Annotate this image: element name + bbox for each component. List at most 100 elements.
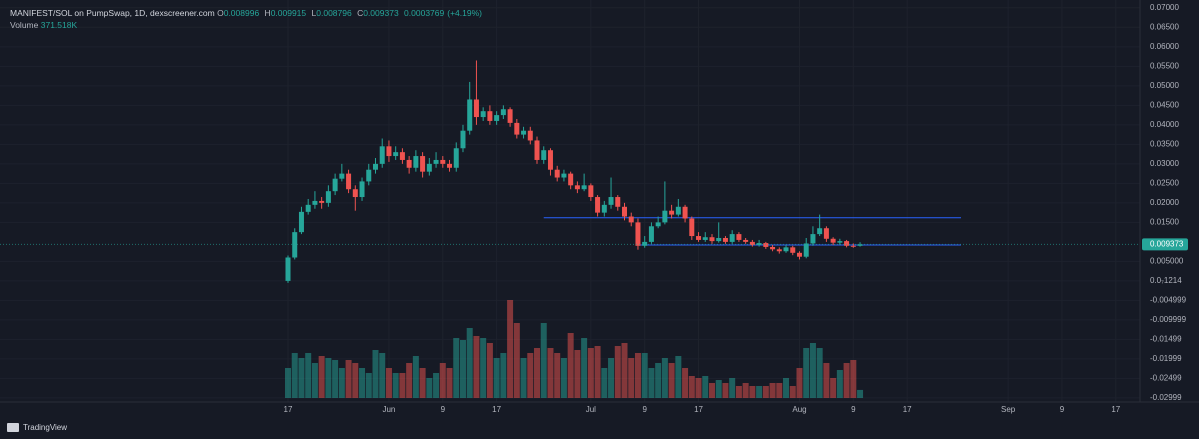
y-tick-label: -0.009999 bbox=[1150, 315, 1187, 324]
x-tick-label: Jun bbox=[382, 405, 395, 414]
candle-body bbox=[783, 247, 789, 252]
candle-body bbox=[312, 200, 318, 205]
candle-body bbox=[729, 234, 735, 242]
y-tick-label: 0.06000 bbox=[1150, 42, 1179, 51]
volume-bar bbox=[769, 383, 776, 398]
y-tick-label: 0.005000 bbox=[1150, 257, 1184, 266]
candle-body bbox=[379, 146, 385, 164]
candle-body bbox=[648, 226, 654, 242]
ohlc-value: 0.009373 bbox=[363, 8, 399, 18]
volume-bar bbox=[796, 368, 803, 398]
candle-body bbox=[298, 211, 304, 233]
x-tick-label: 9 bbox=[851, 405, 856, 414]
candle-body bbox=[857, 244, 863, 246]
candle-body bbox=[494, 115, 500, 121]
candle-body bbox=[574, 185, 580, 190]
candle-body bbox=[372, 163, 378, 170]
candle-body bbox=[521, 130, 527, 135]
volume-bar bbox=[527, 353, 534, 398]
y-tick-label: 0.03000 bbox=[1150, 159, 1179, 168]
candle-body bbox=[507, 109, 513, 123]
last-price-box bbox=[1142, 238, 1188, 251]
volume-bar bbox=[783, 378, 790, 398]
volume-bar bbox=[735, 386, 742, 398]
candle-body bbox=[460, 130, 466, 149]
volume-bar bbox=[581, 338, 588, 398]
candle-body bbox=[568, 173, 574, 186]
volume-bar bbox=[520, 358, 527, 398]
candle-body bbox=[830, 238, 836, 243]
volume-bar bbox=[843, 363, 850, 398]
brand: TradingView bbox=[7, 423, 67, 432]
ohlc: O0.008996 H0.009915 L0.008796 C0.009373 bbox=[217, 8, 402, 18]
volume-bar bbox=[587, 348, 594, 398]
volume-bar bbox=[365, 373, 372, 398]
candle-body bbox=[817, 228, 823, 235]
candle-body bbox=[622, 206, 627, 217]
volume-bar bbox=[634, 353, 641, 398]
x-tick-label: 17 bbox=[492, 405, 501, 414]
volume-bar bbox=[762, 386, 769, 398]
candle-body bbox=[662, 210, 668, 223]
candle-body bbox=[534, 140, 540, 160]
ohlc-value: 0.008796 bbox=[316, 8, 352, 18]
candle-body bbox=[359, 181, 365, 198]
candle-body bbox=[561, 173, 567, 178]
volume-bar bbox=[285, 368, 291, 398]
candle-body bbox=[285, 257, 291, 281]
volume-bar bbox=[338, 368, 345, 398]
volume-bar bbox=[830, 378, 837, 398]
candle-body bbox=[682, 206, 688, 219]
volume-bar bbox=[325, 358, 332, 398]
candle-body bbox=[736, 234, 742, 240]
candle-body bbox=[352, 189, 358, 198]
y-tick-label: -0.01999 bbox=[1150, 354, 1182, 363]
candle-body bbox=[467, 99, 473, 131]
candle-body bbox=[689, 218, 695, 237]
volume-bar bbox=[419, 368, 426, 398]
y-tick-label: 0.02000 bbox=[1150, 198, 1179, 207]
candle-body bbox=[433, 159, 439, 164]
x-tick-label: 9 bbox=[642, 405, 647, 414]
volume-value: 371.518K bbox=[40, 20, 78, 30]
volume-bar bbox=[682, 368, 689, 398]
volume-bar bbox=[601, 368, 608, 398]
volume-bar bbox=[480, 338, 487, 398]
volume-bar bbox=[668, 363, 675, 398]
candle-body bbox=[722, 237, 728, 242]
y-tick-label: 0.0₇1214 bbox=[1150, 276, 1182, 285]
candle-body bbox=[487, 111, 493, 121]
volume-bar bbox=[708, 383, 715, 398]
volume-bar bbox=[318, 356, 325, 398]
candle-body bbox=[346, 173, 352, 190]
candle-body bbox=[480, 111, 486, 118]
volume-bar bbox=[789, 386, 796, 398]
legend-row: MANIFEST/SOL on PumpSwap, 1D, dexscreene… bbox=[10, 7, 485, 19]
volume-bar bbox=[857, 389, 864, 398]
volume-row: Volume 371.518K bbox=[10, 19, 485, 31]
ohlc-key: H bbox=[264, 8, 271, 18]
ohlc-key: O bbox=[217, 8, 224, 18]
candle-body bbox=[332, 178, 338, 192]
candle-body bbox=[803, 243, 809, 257]
x-tick-label: 17 bbox=[1111, 405, 1120, 414]
y-tick-label: 0.05000 bbox=[1150, 81, 1179, 90]
y-tick-label: 0.06500 bbox=[1150, 22, 1179, 31]
candles bbox=[0, 60, 1140, 283]
candle-body bbox=[399, 152, 405, 160]
legend-header: MANIFEST/SOL on PumpSwap, 1D, dexscreene… bbox=[10, 7, 485, 31]
volume-bar bbox=[513, 323, 520, 398]
candle-body bbox=[500, 109, 506, 116]
change-percent: (+4.19%) bbox=[447, 8, 482, 18]
volume-bar bbox=[311, 363, 318, 398]
candle-body bbox=[601, 204, 607, 213]
volume-bar bbox=[722, 383, 729, 398]
candle-body bbox=[413, 156, 419, 168]
volume-bar bbox=[661, 358, 668, 398]
volume-bar bbox=[534, 348, 541, 398]
volume-bar bbox=[547, 348, 554, 398]
y-tick-label: 0.04500 bbox=[1150, 100, 1179, 109]
candle-body bbox=[823, 228, 829, 239]
candle-body bbox=[420, 156, 426, 172]
